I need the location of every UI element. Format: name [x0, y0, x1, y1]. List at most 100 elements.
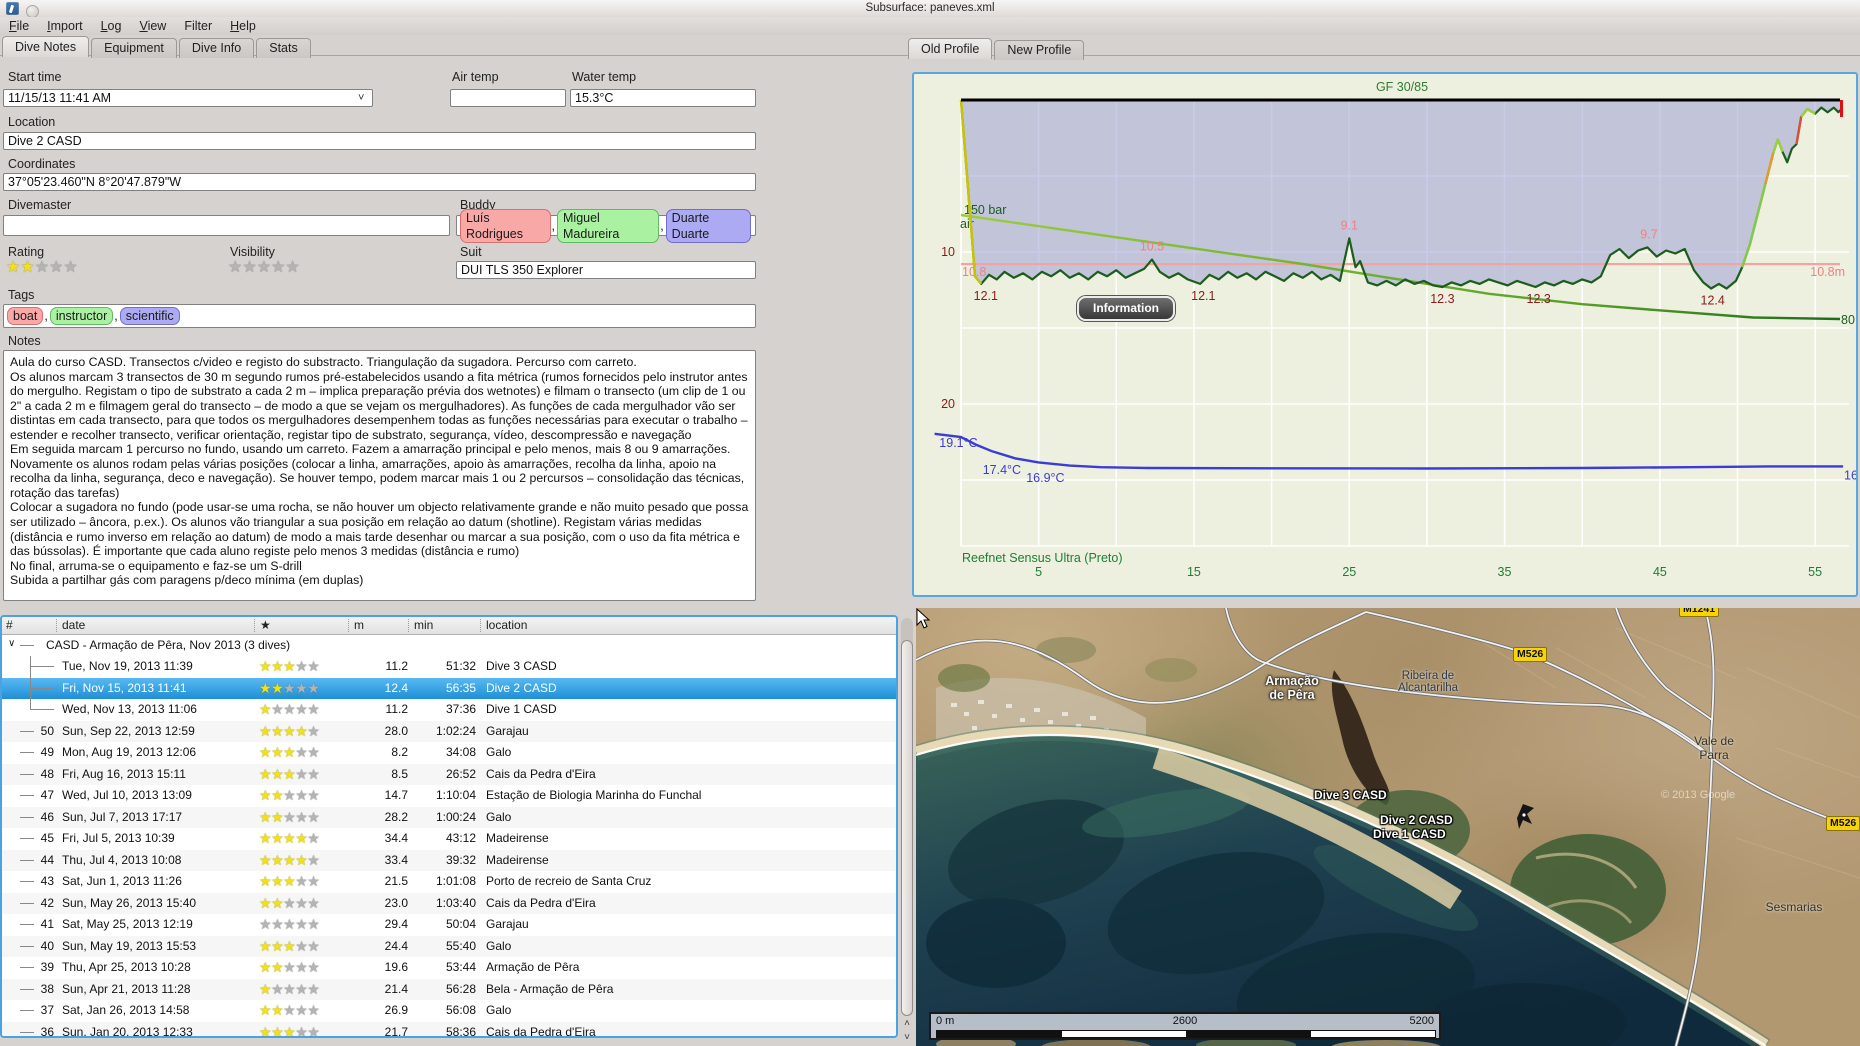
- dive-row[interactable]: 44 Thu, Jul 4, 2013 10:08 ★★★★★ 33.4 39:32 Ma…: [2, 849, 896, 871]
- notes-textarea[interactable]: Aula do curso CASD. Transectos c/video e…: [3, 350, 756, 601]
- dive-row[interactable]: 40 Sun, May 19, 2013 15:53 ★★★★★ 24.4 55:40 G…: [2, 935, 896, 957]
- dive-trip-group-row[interactable]: ∨ CASD - Armação de Pêra, Nov 2013 (3 div…: [2, 635, 896, 656]
- dive-duration: 1:01:08: [435, 874, 476, 888]
- tab-stats[interactable]: Stats: [256, 38, 311, 58]
- dive-date: Sun, Sep 22, 2013 12:59: [62, 723, 195, 738]
- pill-scientific[interactable]: scientific: [119, 307, 180, 325]
- dive-row[interactable]: 45 Fri, Jul 5, 2013 10:39 ★★★★★ 34.4 43:12 Ma…: [2, 828, 896, 850]
- dive-duration: 55:40: [445, 938, 476, 953]
- dive-row[interactable]: Wed, Nov 13, 2013 11:06 ★★★★★ 11.2 37:36 Div…: [2, 699, 896, 721]
- dive-number: 42: [40, 895, 54, 910]
- dive-location: Galo: [486, 809, 512, 824]
- column-header-location[interactable]: location: [486, 618, 528, 632]
- dive-date: Fri, Jul 5, 2013 10:39: [62, 831, 175, 845]
- divemaster-input[interactable]: [3, 215, 450, 236]
- dive-depth: 21.5: [384, 874, 408, 888]
- menu-item-log[interactable]: Log: [100, 19, 122, 33]
- information-button[interactable]: Information: [1077, 296, 1175, 321]
- dive-flag-marker[interactable]: [1517, 804, 1534, 829]
- dive-site-map[interactable]: Armação de Pêra Ribeira de Alcantarilha …: [916, 608, 1860, 1046]
- dive-date: Fri, Aug 16, 2013 15:11: [62, 766, 186, 781]
- dive-number: 50: [40, 723, 54, 738]
- tab-new-profile[interactable]: New Profile: [994, 40, 1085, 60]
- column-header-min[interactable]: min: [414, 618, 434, 632]
- menu-item-file[interactable]: File: [9, 19, 30, 33]
- dive-row[interactable]: 39 Thu, Apr 25, 2013 10:28 ★★★★★ 19.6 53:44 A…: [2, 957, 896, 979]
- suit-input[interactable]: [456, 261, 756, 279]
- tab-equipment[interactable]: Equipment: [91, 38, 177, 58]
- column-header-date[interactable]: date: [62, 618, 86, 632]
- dive-number: 44: [40, 852, 54, 867]
- scroll-down-icon[interactable]: ˅: [904, 1032, 910, 1043]
- menu-item-help[interactable]: Help: [230, 19, 256, 33]
- dive-row[interactable]: 38 Sun, Apr 21, 2013 11:28 ★★★★★ 21.4 56:28 B…: [2, 978, 896, 1000]
- scroll-up-icon[interactable]: ˄: [904, 1018, 910, 1029]
- dive-depth: 28.0: [384, 723, 408, 738]
- pill-miguel-madureira[interactable]: Miguel Madureira: [557, 208, 660, 243]
- pill-separator: ,: [44, 309, 48, 323]
- collapse-caret-icon[interactable]: ∨: [8, 638, 16, 649]
- dive-date: Sat, May 25, 2013 12:19: [62, 917, 193, 931]
- svg-text:12.1: 12.1: [1191, 289, 1215, 303]
- dive-location: Madeirense: [486, 852, 549, 867]
- tab-dive-info[interactable]: Dive Info: [178, 38, 255, 58]
- air-temp-input[interactable]: [450, 89, 566, 107]
- dive-number: 45: [40, 831, 54, 845]
- dive-row[interactable]: 48 Fri, Aug 16, 2013 15:11 ★★★★★ 8.5 26:52 Ca…: [2, 763, 896, 785]
- map-marker-dive1[interactable]: Dive 1 CASD: [1373, 827, 1446, 841]
- location-label: Location: [8, 115, 56, 129]
- dive-row[interactable]: Tue, Nov 19, 2013 11:39 ★★★★★ 11.2 51:32 Div…: [2, 656, 896, 678]
- menu-item-import[interactable]: Import: [47, 19, 83, 33]
- pill-luís-rodrigues[interactable]: Luís Rodrigues: [460, 208, 551, 243]
- dive-depth: 8.5: [391, 766, 408, 781]
- map-marker-dive3[interactable]: Dive 3 CASD: [1314, 788, 1387, 802]
- dive-row[interactable]: 37 Sat, Jan 26, 2013 14:58 ★★★★★ 26.9 56:08 G…: [2, 1000, 896, 1022]
- scale-zero-label: 0 m: [936, 1015, 955, 1027]
- dive-row[interactable]: 41 Sat, May 25, 2013 12:19 ★★★★★ 29.4 50:04 G…: [2, 914, 896, 936]
- dive-list[interactable]: # date ★ m min location ∨ CASD - Armação de Pê…: [0, 615, 898, 1038]
- dive-rating-stars: ★★★★★: [259, 937, 320, 954]
- menu-item-view[interactable]: View: [139, 19, 167, 33]
- dive-row[interactable]: 46 Sun, Jul 7, 2013 17:17 ★★★★★ 28.2 1:00:24…: [2, 806, 896, 828]
- menu-item-filter[interactable]: Filter: [184, 19, 213, 33]
- chevron-down-icon[interactable]: ˅: [358, 92, 365, 104]
- dive-list-scrollbar[interactable]: ˄ ˅: [900, 618, 914, 1046]
- water-temp-input[interactable]: [570, 89, 756, 107]
- tags-input[interactable]: boat, instructor, scientific: [3, 304, 756, 328]
- dive-row[interactable]: 42 Sun, May 26, 2013 15:40 ★★★★★ 23.0 1:03:4…: [2, 892, 896, 914]
- visibility-stars[interactable]: ★★★★★: [228, 259, 300, 276]
- dive-date: Thu, Jul 4, 2013 10:08: [62, 852, 182, 867]
- tab-dive-notes[interactable]: Dive Notes: [2, 36, 90, 57]
- svg-text:19.1°C: 19.1°C: [939, 436, 977, 450]
- coordinates-input[interactable]: [3, 173, 756, 191]
- pill-boat[interactable]: boat: [7, 307, 44, 325]
- column-header-stars[interactable]: ★: [260, 618, 271, 632]
- dive-row[interactable]: 36 Sun, Jan 20, 2013 12:33 ★★★★★ 21.7 58:36 C…: [2, 1021, 896, 1036]
- dive-list-header[interactable]: # date ★ m min location: [2, 617, 896, 635]
- dive-duration: 51:32: [445, 659, 476, 673]
- column-header-m[interactable]: m: [354, 618, 364, 632]
- dive-row[interactable]: 50 Sun, Sep 22, 2013 12:59 ★★★★★ 28.0 1:02:2…: [2, 720, 896, 742]
- buddy-input[interactable]: Luís Rodrigues, Miguel Madureira, Duarte D…: [456, 208, 756, 243]
- pill-separator: ,: [551, 218, 555, 233]
- dive-row[interactable]: 47 Wed, Jul 10, 2013 13:09 ★★★★★ 14.7 1:10:0…: [2, 785, 896, 807]
- location-input[interactable]: [3, 132, 756, 150]
- dive-row-selected[interactable]: Fri, Nov 15, 2013 11:41 ★★★★★ 12.4 56:35 Div…: [2, 677, 896, 699]
- river-shape: [1331, 670, 1390, 805]
- column-header-num[interactable]: #: [6, 618, 13, 632]
- pill-instructor[interactable]: instructor: [49, 307, 114, 325]
- dive-depth: 24.4: [384, 938, 408, 953]
- visibility-label: Visibility: [230, 245, 275, 259]
- tab-old-profile[interactable]: Old Profile: [908, 38, 993, 59]
- dive-row[interactable]: 49 Mon, Aug 19, 2013 12:06 ★★★★★ 8.2 34:08 Ga…: [2, 742, 896, 764]
- rating-stars[interactable]: ★★★★★: [6, 259, 78, 276]
- svg-text:12.3: 12.3: [1527, 292, 1551, 306]
- start-time-input[interactable]: [3, 89, 373, 107]
- dive-rating-stars: ★★★★★: [259, 916, 320, 932]
- svg-text:9.7: 9.7: [1640, 227, 1657, 241]
- dive-number: 43: [40, 874, 54, 888]
- map-marker-dive2[interactable]: Dive 2 CASD: [1380, 813, 1453, 827]
- dive-row[interactable]: 43 Sat, Jun 1, 2013 11:26 ★★★★★ 21.5 1:01:08…: [2, 871, 896, 893]
- scrollbar-thumb[interactable]: [901, 640, 913, 1016]
- pill-duarte-duarte[interactable]: Duarte Duarte: [665, 208, 751, 243]
